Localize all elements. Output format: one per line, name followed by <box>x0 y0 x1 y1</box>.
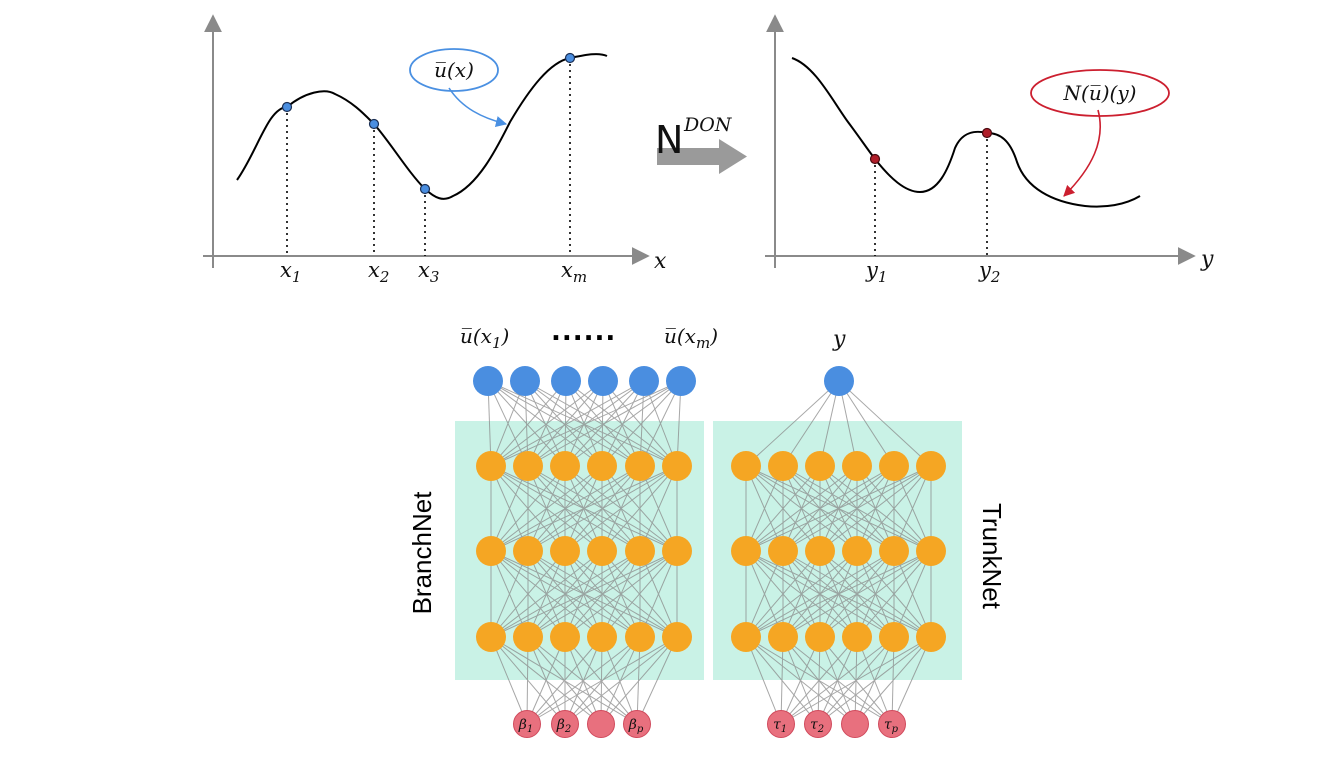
trunk-hidden-node-3-4 <box>842 622 872 652</box>
trunk-hidden-node-2-4 <box>842 536 872 566</box>
trunk-output-label-1: τ1 <box>773 717 787 735</box>
trunk-output-label-4: τp <box>884 717 899 735</box>
query-points <box>869 127 993 165</box>
output-function-plot: y y1 y2 N(u̅)(y) <box>765 14 1214 286</box>
branch-input-node-4 <box>588 366 618 396</box>
operator-arrow: N DON <box>655 114 747 174</box>
branch-hidden-node-3-6 <box>662 622 692 652</box>
trunk-output-node-4 <box>878 710 906 738</box>
tick-xm: xm <box>561 258 587 286</box>
branch-input-node-2 <box>510 366 540 396</box>
branch-hidden-node-1-5 <box>625 451 655 481</box>
operator-symbol: N <box>655 118 683 162</box>
trunk-hidden-node-1-1 <box>731 451 761 481</box>
output-function-curve <box>791 57 1141 208</box>
branch-hidden-node-1-6 <box>662 451 692 481</box>
sample-points <box>281 52 576 195</box>
svg-text:N(u̅)(y): N(u̅)(y) <box>1063 81 1137 105</box>
branch-input-ellipsis: ...... <box>551 317 616 347</box>
svg-text:u̅(x): u̅(x) <box>434 58 474 82</box>
branch-hidden-node-2-4 <box>587 536 617 566</box>
branch-input-last-label: u̅(xm) <box>664 324 718 352</box>
trunk-hidden-node-1-2 <box>768 451 798 481</box>
tick-x2: x2 <box>368 258 389 286</box>
input-function-plot: x x1 x2 x3 xm u̅(x) <box>203 14 667 286</box>
trunk-hidden-node-2-5 <box>879 536 909 566</box>
trunk-hidden-node-3-1 <box>731 622 761 652</box>
tick-x1: x1 <box>280 258 301 286</box>
tick-x3: x3 <box>418 258 439 286</box>
trunk-hidden-node-1-3 <box>805 451 835 481</box>
output-function-callout: N(u̅)(y) <box>1030 69 1170 197</box>
branch-output-label-2: β2 <box>556 717 571 735</box>
trunk-output-node-3 <box>841 710 869 738</box>
branch-output-node-1 <box>513 710 541 738</box>
trunk-net-label: TrunkNet <box>977 503 1007 610</box>
branch-output-label-1: β1 <box>518 717 533 735</box>
branch-hidden-node-3-1 <box>476 622 506 652</box>
branch-output-node-3 <box>587 710 615 738</box>
trunk-net-nodes: τ1 τ2 τp <box>731 366 946 738</box>
trunk-input-node-1 <box>824 366 854 396</box>
input-function-callout: u̅(x) <box>409 48 508 127</box>
branch-hidden-node-1-4 <box>587 451 617 481</box>
trunk-hidden-node-2-3 <box>805 536 835 566</box>
query-guides <box>874 133 988 256</box>
branch-input-node-6 <box>666 366 696 396</box>
trunk-output-label-2: τ2 <box>810 717 824 735</box>
branch-input-node-3 <box>551 366 581 396</box>
branch-output-node-4 <box>623 710 651 738</box>
branch-hidden-node-2-5 <box>625 536 655 566</box>
branch-net-nodes: β1 β2 βp <box>473 366 696 738</box>
trunk-hidden-node-2-1 <box>731 536 761 566</box>
branch-hidden-node-2-3 <box>550 536 580 566</box>
sample-guides <box>286 58 571 256</box>
branch-hidden-node-3-5 <box>625 622 655 652</box>
trunk-output-node-1 <box>767 710 795 738</box>
branch-output-node-2 <box>551 710 579 738</box>
trunk-input-label: y <box>832 327 846 352</box>
branch-net-connections <box>487 380 682 725</box>
branch-input-node-5 <box>629 366 659 396</box>
trunk-hidden-node-3-3 <box>805 622 835 652</box>
tick-y1: y1 <box>865 258 887 286</box>
branch-hidden-node-1-3 <box>550 451 580 481</box>
branch-hidden-node-3-3 <box>550 622 580 652</box>
branch-hidden-node-2-2 <box>513 536 543 566</box>
trunk-hidden-node-3-2 <box>768 622 798 652</box>
trunk-hidden-node-3-5 <box>879 622 909 652</box>
trunk-hidden-node-2-2 <box>768 536 798 566</box>
trunk-output-node-2 <box>804 710 832 738</box>
branch-hidden-node-3-4 <box>587 622 617 652</box>
operator-superscript: DON <box>683 114 733 136</box>
trunk-hidden-node-1-5 <box>879 451 909 481</box>
branch-output-label-4: βp <box>628 717 644 735</box>
branch-net-label: BranchNet <box>407 491 437 615</box>
branch-hidden-node-1-1 <box>476 451 506 481</box>
branch-hidden-node-3-2 <box>513 622 543 652</box>
branch-hidden-node-1-2 <box>513 451 543 481</box>
x-axis-label: x <box>654 249 667 274</box>
y-axis-label: y <box>1200 247 1214 272</box>
trunk-hidden-node-1-6 <box>916 451 946 481</box>
branch-input-node-1 <box>473 366 503 396</box>
trunk-hidden-node-2-6 <box>916 536 946 566</box>
trunk-hidden-node-3-6 <box>916 622 946 652</box>
input-function-curve <box>236 53 608 200</box>
branch-hidden-node-2-6 <box>662 536 692 566</box>
branch-input-first-label: u̅(x1) <box>460 324 509 352</box>
trunk-hidden-node-1-4 <box>842 451 872 481</box>
branch-hidden-node-2-1 <box>476 536 506 566</box>
tick-y2: y2 <box>978 258 1000 286</box>
